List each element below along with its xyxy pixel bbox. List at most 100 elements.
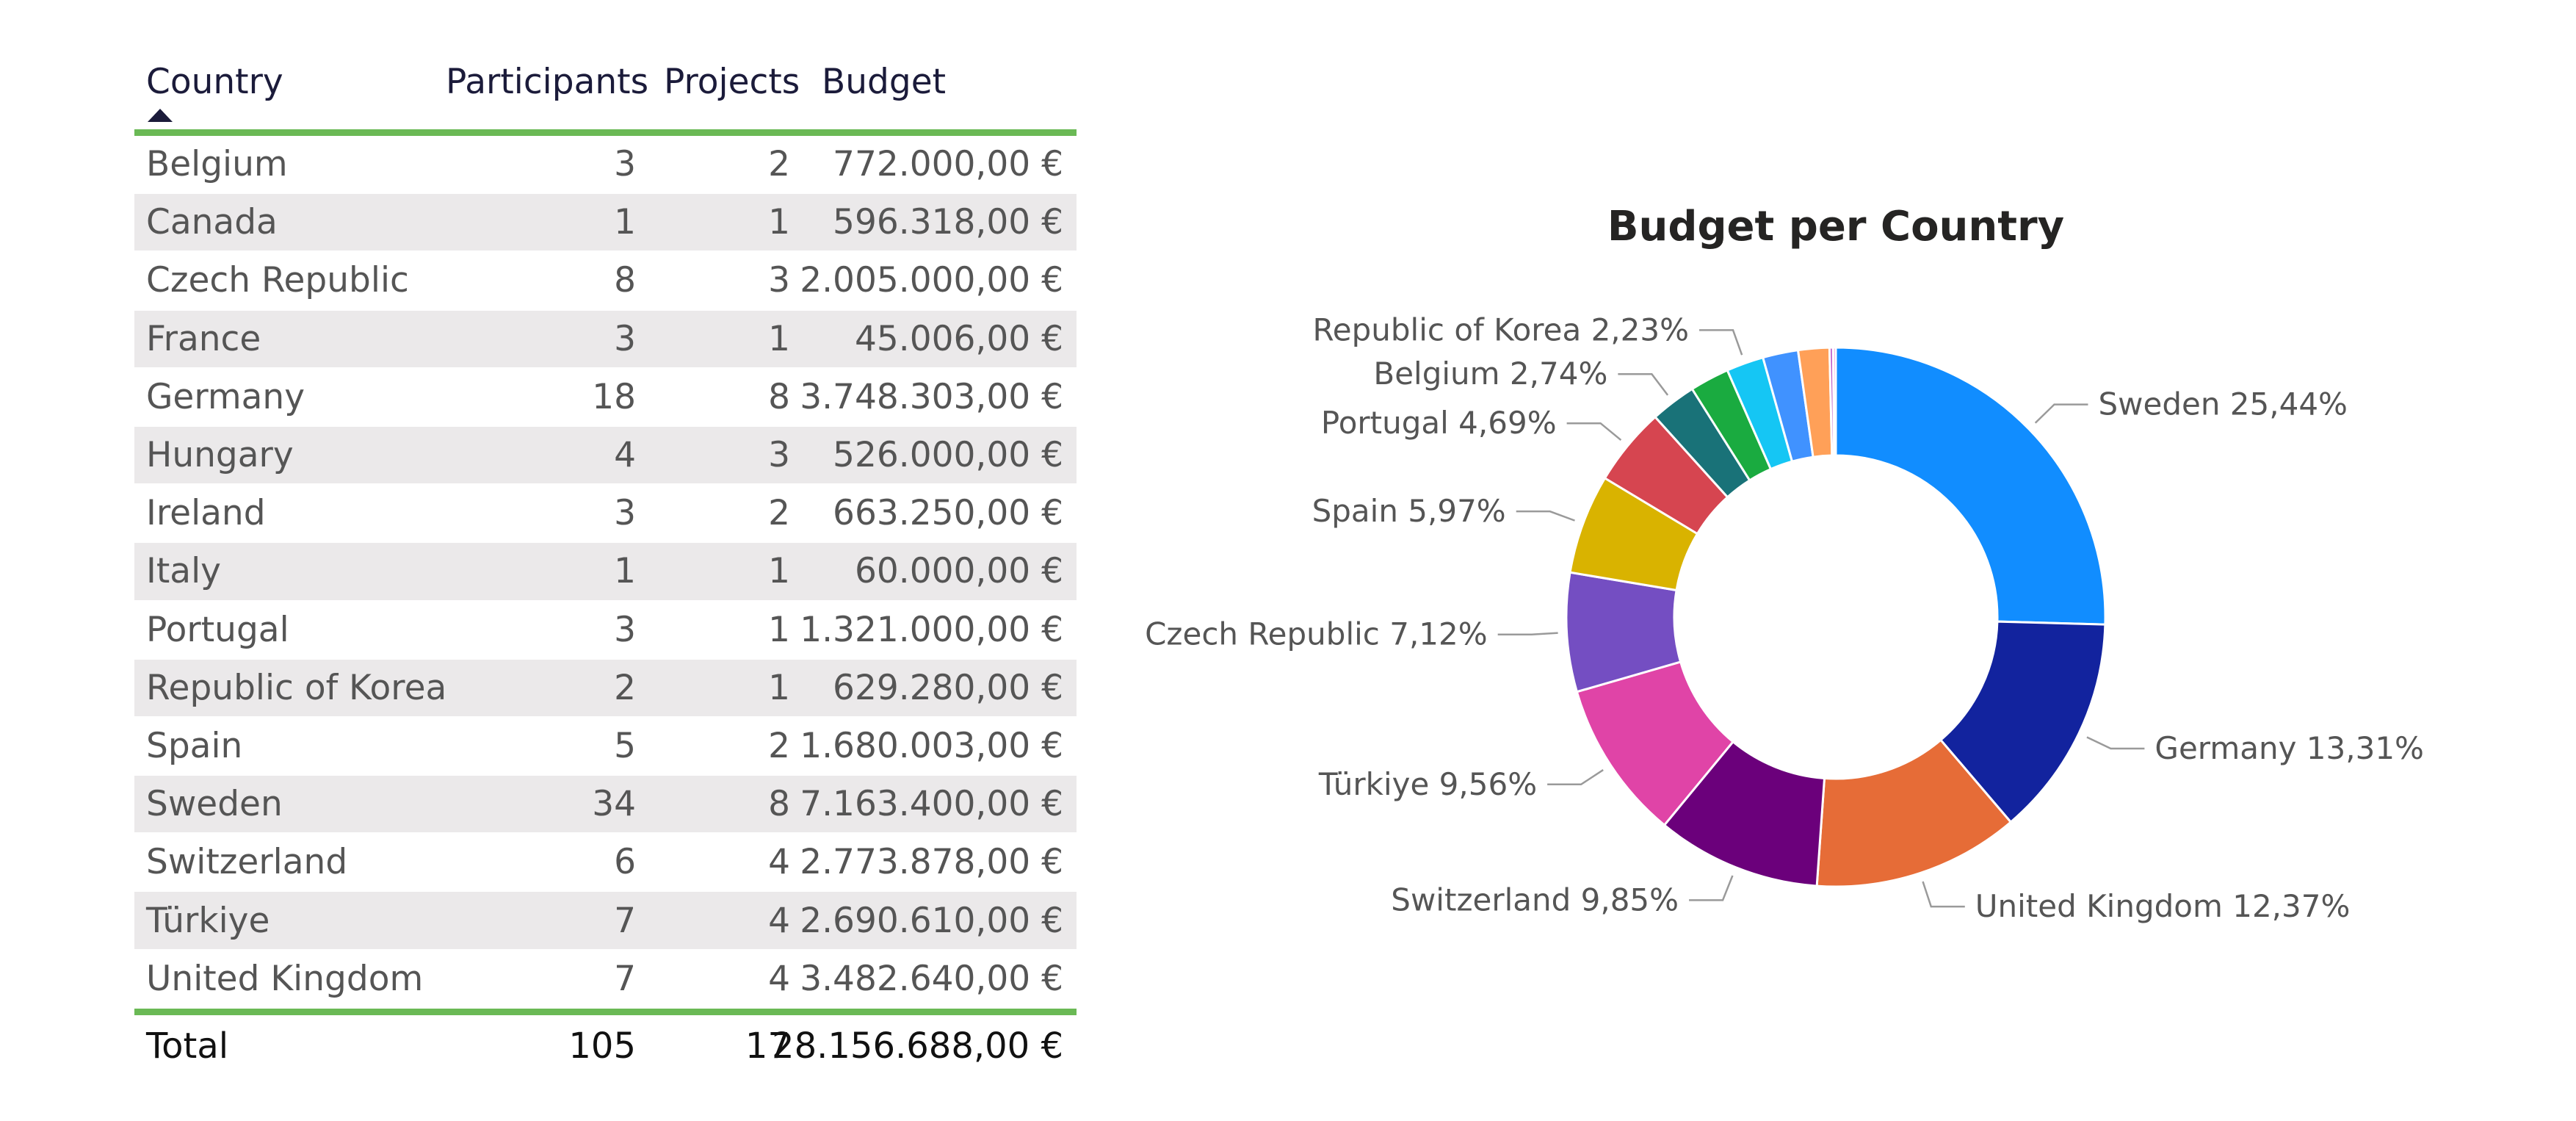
table-row[interactable]: Germany 18 8 3.748.303,00 € xyxy=(134,368,1077,427)
data-label: Belgium 2,74% xyxy=(1373,356,1607,392)
header-participants[interactable]: Participants xyxy=(446,62,649,102)
donut-slice-france[interactable] xyxy=(1831,346,1837,457)
data-label: Spain 5,97% xyxy=(1312,493,1506,529)
chart-title: Budget per Country xyxy=(1607,203,2065,250)
table-body: Belgium 3 2 772.000,00 € Canada 1 1 596.318,00 … xyxy=(134,136,1077,1009)
donut-svg: Sweden 25,44% Germany 13,31% United Kingdo… xyxy=(1145,311,2424,924)
cell-participants: 2 xyxy=(614,667,636,708)
cell-country: United Kingdom xyxy=(146,958,424,999)
cell-projects: 1 xyxy=(768,551,790,592)
cell-budget: 663.250,00 € xyxy=(833,493,1063,534)
leader-line xyxy=(1699,329,1743,356)
cell-budget: 1.321.000,00 € xyxy=(800,609,1063,650)
cell-budget: 2.005.000,00 € xyxy=(800,260,1063,301)
cell-projects: 2 xyxy=(768,144,790,185)
leader-line xyxy=(2034,403,2088,424)
cell-participants: 1 xyxy=(614,551,636,592)
cell-projects: 3 xyxy=(768,260,790,301)
table-row[interactable]: United Kingdom 7 4 3.482.640,00 € xyxy=(134,950,1077,1009)
cell-country: Czech Republic xyxy=(146,260,409,301)
table-row[interactable]: Belgium 3 2 772.000,00 € xyxy=(134,136,1077,195)
cell-participants: 7 xyxy=(614,900,636,941)
table-row[interactable]: Switzerland 6 4 2.773.878,00 € xyxy=(134,834,1077,893)
cell-budget: 3.482.640,00 € xyxy=(800,958,1063,999)
table-row[interactable]: Republic of Korea 2 1 629.280,00 € xyxy=(134,659,1077,718)
leader-line xyxy=(1516,510,1575,522)
cell-budget: 526.000,00 € xyxy=(833,435,1063,476)
cell-participants: 34 xyxy=(592,784,636,825)
leader-line xyxy=(1547,768,1604,786)
cell-participants: 1 xyxy=(614,202,636,243)
cell-budget: 45.006,00 € xyxy=(854,318,1063,359)
cell-participants: 18 xyxy=(592,376,636,417)
leader-line xyxy=(1566,422,1622,441)
table-row[interactable]: Sweden 34 8 7.163.400,00 € xyxy=(134,776,1077,835)
cell-participants: 3 xyxy=(614,144,636,185)
table-row[interactable]: Portugal 3 1 1.321.000,00 € xyxy=(134,601,1077,660)
table-row[interactable]: Spain 5 2 1.680.003,00 € xyxy=(134,717,1077,776)
cell-projects: 4 xyxy=(768,958,790,999)
table-total-row: Total 105 17 28.156.688,00 € xyxy=(134,1015,1077,1078)
cell-participants: 6 xyxy=(614,842,636,883)
cell-country: France xyxy=(146,318,261,359)
cell-country: Canada xyxy=(146,202,278,243)
table-row[interactable]: Canada 1 1 596.318,00 € xyxy=(134,194,1077,253)
donut-slice-germany[interactable] xyxy=(1939,620,2107,824)
cell-budget: 1.680.003,00 € xyxy=(800,725,1063,766)
leader-line xyxy=(1922,881,1965,908)
donut-slice-sweden[interactable] xyxy=(1834,346,2107,626)
cell-country: Spain xyxy=(146,725,243,766)
cell-budget: 2.773.878,00 € xyxy=(800,842,1063,883)
table-row[interactable]: Italy 1 1 60.000,00 € xyxy=(134,543,1077,602)
data-label: Türkiye 9,56% xyxy=(1318,766,1537,802)
sort-ascending-icon[interactable] xyxy=(148,109,173,122)
total-budget: 28.156.688,00 € xyxy=(772,1026,1063,1067)
leader-line xyxy=(1618,372,1669,396)
header-projects[interactable]: Projects xyxy=(664,62,800,102)
cell-country: Portugal xyxy=(146,609,289,650)
table-row[interactable]: Türkiye 7 4 2.690.610,00 € xyxy=(134,892,1077,951)
total-divider xyxy=(134,1008,1077,1015)
cell-budget: 629.280,00 € xyxy=(833,667,1063,708)
data-label: United Kingdom 12,37% xyxy=(1975,888,2351,924)
table-row[interactable]: Czech Republic 8 3 2.005.000,00 € xyxy=(134,252,1077,311)
table-row[interactable]: France 3 1 45.006,00 € xyxy=(134,310,1077,369)
cell-participants: 7 xyxy=(614,958,636,999)
cell-projects: 1 xyxy=(768,318,790,359)
cell-projects: 2 xyxy=(768,493,790,534)
table-row[interactable]: Hungary 4 3 526.000,00 € xyxy=(134,426,1077,486)
cell-participants: 8 xyxy=(614,260,636,301)
cell-country: Italy xyxy=(146,551,221,592)
data-label: Republic of Korea 2,23% xyxy=(1312,311,1689,347)
cell-country: Hungary xyxy=(146,435,294,476)
cell-projects: 4 xyxy=(768,842,790,883)
cell-budget: 7.163.400,00 € xyxy=(800,784,1063,825)
total-label: Total xyxy=(146,1026,229,1067)
cell-projects: 2 xyxy=(768,725,790,766)
header-divider xyxy=(134,129,1077,136)
cell-budget: 60.000,00 € xyxy=(854,551,1063,592)
cell-country: Germany xyxy=(146,376,305,417)
header-budget[interactable]: Budget xyxy=(822,62,947,102)
table-row[interactable]: Ireland 3 2 663.250,00 € xyxy=(134,485,1077,544)
total-projects: 17 xyxy=(745,1026,790,1067)
header-country[interactable]: Country xyxy=(146,62,283,102)
data-label: Switzerland 9,85% xyxy=(1391,882,1679,918)
cell-country: Ireland xyxy=(146,493,266,534)
leader-line xyxy=(1497,632,1558,635)
cell-participants: 3 xyxy=(614,609,636,650)
budget-donut-chart: Sweden 25,44% Germany 13,31% United Kingdo… xyxy=(1116,176,2511,984)
cell-projects: 4 xyxy=(768,900,790,941)
cell-participants: 4 xyxy=(614,435,636,476)
cell-projects: 3 xyxy=(768,435,790,476)
data-label: Portugal 4,69% xyxy=(1321,405,1557,441)
cell-projects: 8 xyxy=(768,784,790,825)
total-participants: 105 xyxy=(568,1026,636,1067)
cell-budget: 2.690.610,00 € xyxy=(800,900,1063,941)
table-header: Country Participants Projects Budget xyxy=(134,44,1077,129)
cell-projects: 1 xyxy=(768,609,790,650)
cell-projects: 1 xyxy=(768,202,790,243)
country-table: Country Participants Projects Budget Bel… xyxy=(134,44,1077,1078)
data-label: Sweden 25,44% xyxy=(2098,386,2347,422)
